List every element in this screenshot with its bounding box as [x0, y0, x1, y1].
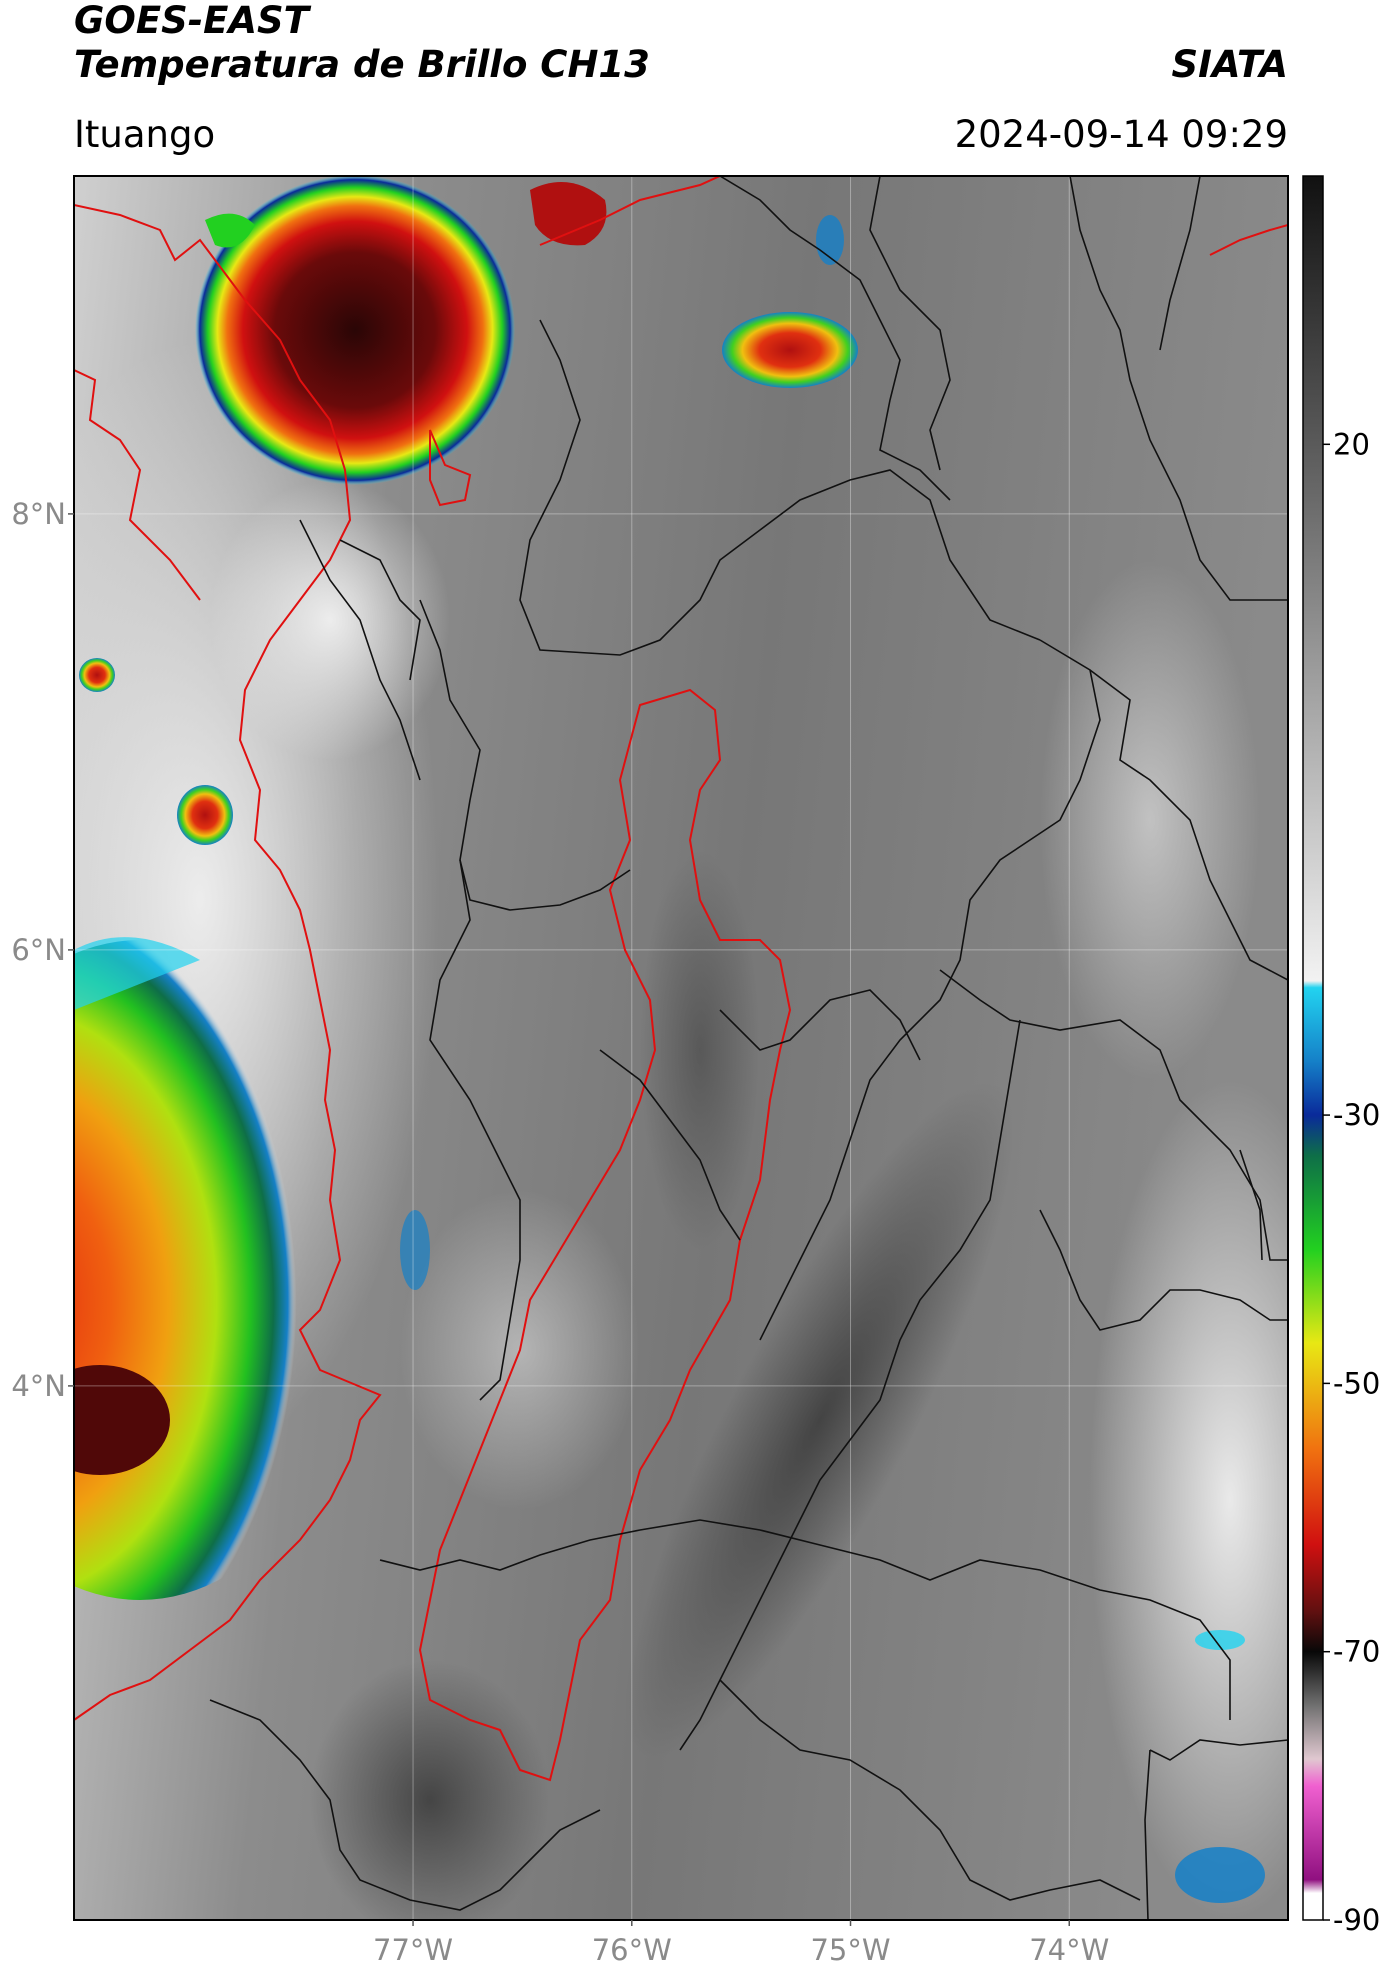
lon-tick-label: 77°W	[373, 1933, 453, 1967]
satellite-title: GOES-EAST	[74, 0, 309, 42]
colorbar	[1302, 175, 1324, 1921]
colorbar-ticks: 20 -30 -50 -70 -90	[1323, 427, 1380, 1937]
colorbar-tick-label: 20	[1333, 427, 1370, 461]
axis-ticks: 8°N 6°N 4°N 77°W 76°W 75°W 74°W	[11, 497, 1109, 1967]
political-borders	[209, 176, 1288, 1920]
map-frame	[73, 175, 1289, 1921]
lon-tick-label: 75°W	[810, 1933, 890, 1967]
lat-tick-label: 6°N	[11, 933, 66, 967]
satellite-image	[74, 176, 1288, 1920]
lat-tick-label: 4°N	[11, 1369, 66, 1403]
organization-label: SIATA	[1171, 43, 1288, 86]
lon-tick-label: 76°W	[592, 1933, 672, 1967]
lon-tick-label: 74°W	[1029, 1933, 1109, 1967]
colorbar-tick-label: -50	[1333, 1366, 1380, 1400]
colorbar-tick-label: -70	[1333, 1635, 1380, 1669]
timestamp-label: 2024-09-14 09:29	[954, 113, 1288, 156]
colorbar-tick-label: -90	[1333, 1903, 1380, 1937]
location-label: Ituango	[74, 113, 216, 156]
product-title: Temperatura de Brillo CH13	[74, 43, 650, 86]
graticule	[74, 176, 1288, 1920]
lat-tick-label: 8°N	[11, 497, 66, 531]
coastline	[74, 176, 1288, 1782]
colorbar-tick-label: -30	[1333, 1098, 1380, 1132]
